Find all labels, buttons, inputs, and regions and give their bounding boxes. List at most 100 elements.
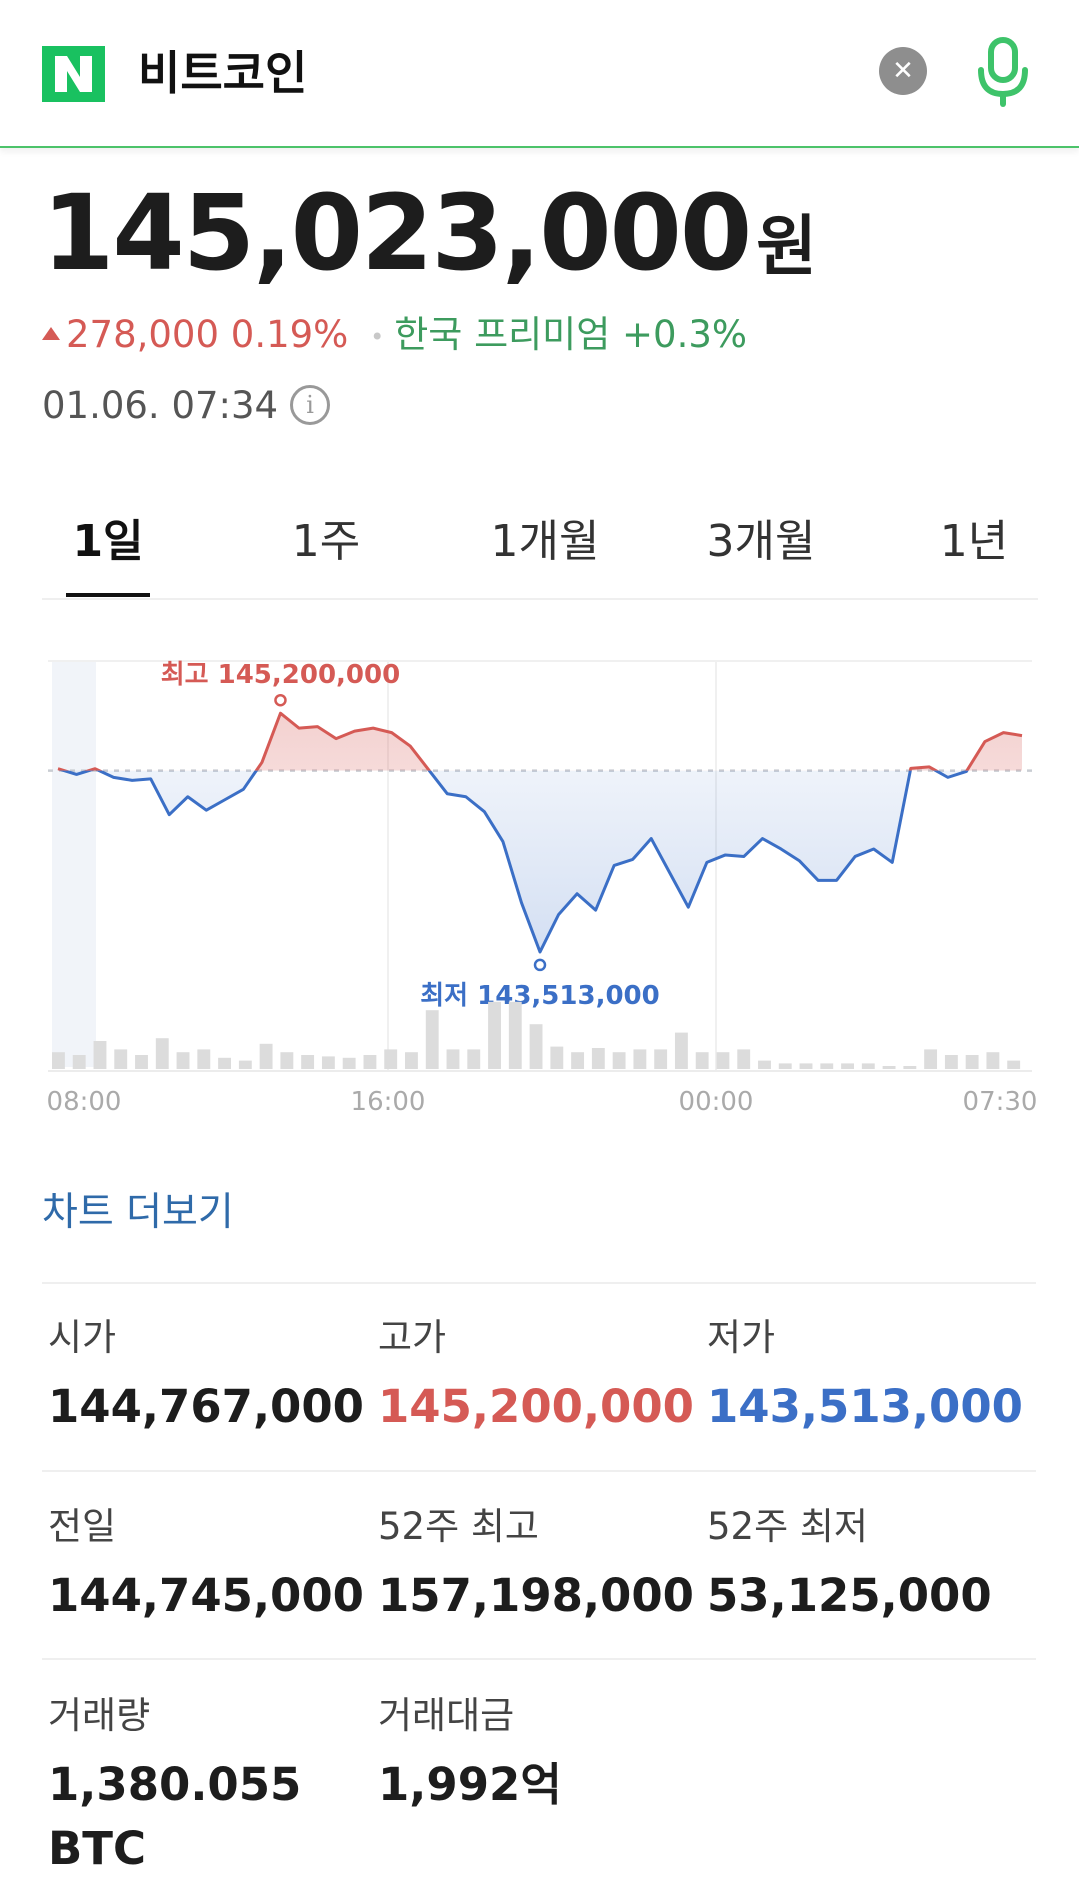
stat-value-unit: BTC — [48, 1822, 147, 1875]
timestamp: 01.06. 07:34 — [42, 384, 279, 427]
chart-volume-bar — [799, 1063, 813, 1069]
chart-volume-bar — [841, 1063, 854, 1069]
chart-volume-bar — [114, 1049, 128, 1069]
chart-volume-bar — [1007, 1060, 1021, 1069]
chart-volume-bar — [944, 1055, 958, 1069]
chart-volume-bar — [778, 1063, 792, 1069]
chart-x-tick-label: 00:00 — [679, 1087, 754, 1117]
chart-x-tick-label: 07:30 — [963, 1087, 1038, 1117]
chart-volume-bar — [550, 1046, 564, 1069]
chart-area-up — [58, 713, 1022, 771]
chart-x-tick-label: 16:00 — [351, 1087, 426, 1117]
chart-volume-bar — [903, 1066, 917, 1069]
stat-value: 144,767,000 — [48, 1380, 364, 1433]
chart-volume-bar — [861, 1063, 875, 1069]
stat-value: 145,200,000 — [378, 1380, 694, 1433]
current-price: 145,023,000원 — [42, 178, 817, 319]
chart-high-marker — [274, 693, 287, 707]
divider — [42, 1470, 1036, 1472]
chart-volume-bar — [882, 1066, 896, 1069]
stat-52w-high: 52주 최고 157,198,000 — [378, 1503, 694, 1625]
chart-volume-bar — [342, 1057, 356, 1069]
chart-volume-bar — [218, 1057, 232, 1069]
chart-volume-bar — [72, 1055, 86, 1069]
tab-1week[interactable]: 1주 — [291, 516, 361, 567]
chart-volume-bar — [820, 1063, 834, 1069]
chart-x-tick-label: 08:00 — [47, 1087, 122, 1117]
clear-search-button[interactable]: ✕ — [879, 47, 927, 95]
chart-volume-bar — [591, 1048, 605, 1069]
stat-prev-close: 전일 144,745,000 — [48, 1503, 364, 1625]
search-query[interactable]: 비트코인 — [138, 46, 308, 100]
stat-label: 52주 최저 — [707, 1505, 868, 1548]
stat-52w-low: 52주 최저 53,125,000 — [707, 1503, 992, 1625]
chart-more-link[interactable]: 차트 더보기 — [42, 1190, 234, 1235]
stat-value: 1,992억 — [378, 1758, 562, 1811]
chart-volume-bar — [758, 1060, 771, 1069]
close-icon: ✕ — [892, 56, 914, 86]
chart-volume-bar — [965, 1055, 979, 1069]
divider — [42, 1658, 1036, 1660]
chart-volume-bar — [633, 1049, 647, 1069]
chart-volume-bar — [176, 1052, 190, 1069]
stat-value: 144,745,000 — [48, 1569, 364, 1622]
info-icon[interactable]: i — [290, 384, 331, 425]
tab-1day[interactable]: 1일 — [72, 516, 144, 567]
tab-3month[interactable]: 3개월 — [706, 516, 816, 567]
chart-low-marker — [533, 958, 547, 972]
search-header: 비트코인 ✕ — [0, 0, 1079, 148]
chart-volume-bar — [321, 1056, 335, 1069]
divider — [42, 1282, 1036, 1284]
chart-volume-bar — [155, 1038, 169, 1069]
microphone-icon[interactable] — [972, 36, 1034, 108]
stat-label: 거래대금 — [378, 1694, 515, 1737]
period-tabs: 1일 1주 1개월 3개월 1년 — [42, 500, 1038, 600]
stat-open: 시가 144,767,000 — [48, 1314, 364, 1436]
chart-volume-bar — [301, 1055, 315, 1069]
chart-volume-bar — [93, 1041, 107, 1069]
tab-1month[interactable]: 1개월 — [490, 516, 600, 567]
stat-label: 52주 최고 — [378, 1505, 539, 1548]
stat-label: 전일 — [48, 1505, 117, 1548]
chart-volume-bar — [467, 1049, 481, 1069]
premium-value: +0.3% — [622, 313, 748, 356]
chart-volume-bar — [259, 1043, 273, 1069]
chart-volume-bar — [425, 1010, 439, 1069]
stat-label: 거래량 — [48, 1694, 151, 1737]
stat-value: 157,198,000 — [378, 1569, 694, 1622]
stat-label: 고가 — [378, 1316, 447, 1359]
stat-value: 53,125,000 — [707, 1569, 992, 1622]
stat-low: 저가 143,513,000 — [707, 1314, 1023, 1436]
chart-low-label: 최저 143,513,000 — [420, 981, 659, 1011]
chart-volume-bar — [197, 1049, 211, 1069]
chart-volume-bar — [384, 1049, 398, 1069]
stat-label: 시가 — [48, 1316, 117, 1359]
chart-volume-bar — [716, 1052, 730, 1069]
chart-premarket-shade — [52, 661, 96, 1067]
chart-volume-bar — [654, 1049, 668, 1069]
chart-volume-bar — [446, 1049, 460, 1069]
chart-volume-bar — [238, 1060, 252, 1069]
chart-volume-bar — [488, 1001, 501, 1069]
price-unit: 원 — [756, 208, 818, 285]
chart-volume-bar — [612, 1052, 626, 1069]
chart-volume-bar — [405, 1052, 418, 1069]
chart-volume-bar — [363, 1055, 377, 1069]
active-tab-indicator — [66, 593, 150, 597]
chart-volume-bar — [695, 1052, 709, 1069]
stat-trade-value: 거래대금 1,992억 — [378, 1692, 562, 1814]
chart-series-line-down — [59, 770, 969, 954]
naver-logo-icon[interactable] — [42, 46, 105, 102]
chart-volume-bar — [508, 1001, 522, 1069]
price-chart[interactable]: 최고 145,200,000 최저 143,513,000 08:00 16:00 00… — [42, 655, 1038, 1135]
up-triangle-icon — [42, 327, 60, 340]
change-amount: 278,000 — [66, 313, 220, 356]
chart-volume-bar — [280, 1052, 294, 1069]
stat-label: 저가 — [707, 1316, 776, 1359]
stat-value: 143,513,000 — [707, 1380, 1023, 1433]
tab-1year[interactable]: 1년 — [939, 516, 1009, 567]
separator-dot: • — [370, 322, 385, 351]
stat-volume: 거래량 1,380.055 BTC — [48, 1692, 301, 1878]
chart-volume-bar — [737, 1049, 751, 1069]
timestamp-row: 01.06. 07:34 i — [42, 381, 331, 431]
